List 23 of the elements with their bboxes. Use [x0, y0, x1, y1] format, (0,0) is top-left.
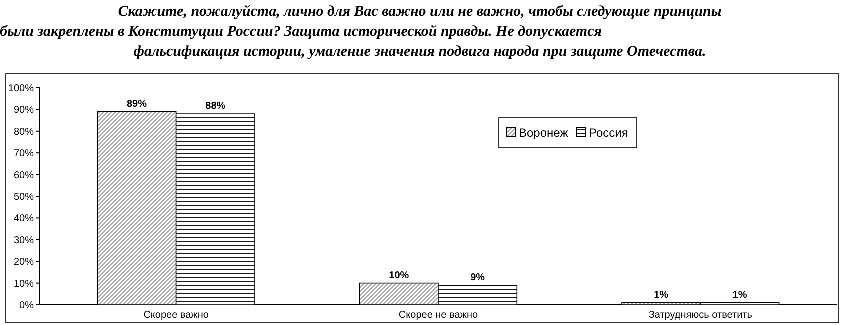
y-tick-label: 60%	[14, 170, 34, 182]
data-label: 88%	[206, 101, 226, 112]
x-tick-label: Скорее не важно	[398, 310, 478, 321]
data-label: 10%	[389, 270, 410, 282]
chart-title: Скажите, пожалуйста, лично для Вас важно или не важно, чтобы следующие принципы были закреплены в Конституции России? Защита исторической правды. Не допускается фальсификация истории, умаление значения подвига народа при защите Отечества.	[0, 4, 722, 60]
y-tick-label: 40%	[14, 214, 34, 225]
data-label: 1%	[732, 290, 748, 301]
y-tick-label: 20%	[14, 257, 34, 268]
y-tick-label: 70%	[14, 148, 34, 160]
legend-label: Россия	[589, 126, 628, 140]
y-tick-label: 10%	[14, 278, 34, 290]
y-tick-label: 0%	[20, 300, 34, 312]
y-tick-label: 90%	[14, 105, 34, 116]
legend-label: Воронеж	[519, 126, 568, 140]
x-tick-label: Затрудняюсь ответить	[648, 310, 752, 321]
y-tick-label: 80%	[14, 126, 34, 138]
data-label: 89%	[126, 98, 148, 110]
y-tick-label: 30%	[14, 235, 34, 246]
data-label: 1%	[654, 290, 669, 301]
data-label: 9%	[470, 272, 486, 284]
y-tick-label: 100%	[8, 84, 34, 94]
x-tick-label: Скорее важно	[144, 310, 210, 321]
y-tick-label: 50%	[14, 192, 34, 203]
